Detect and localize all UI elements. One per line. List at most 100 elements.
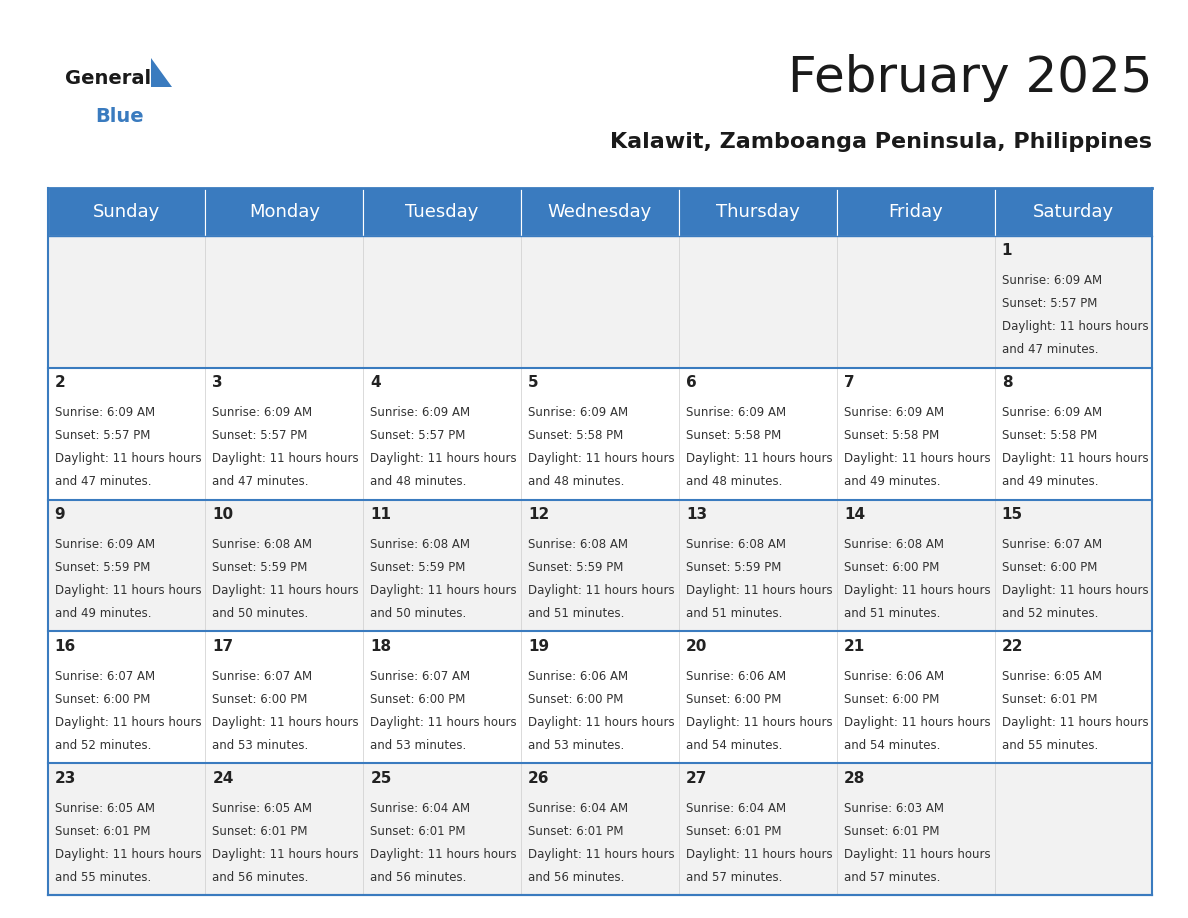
Text: Sunrise: 6:03 AM: Sunrise: 6:03 AM [843,801,943,815]
Text: Sunrise: 6:05 AM: Sunrise: 6:05 AM [55,801,154,815]
Text: General: General [65,69,151,87]
Text: Sunset: 5:59 PM: Sunset: 5:59 PM [213,561,308,574]
Text: Daylight: 11 hours hours: Daylight: 11 hours hours [371,716,517,729]
Text: and 47 minutes.: and 47 minutes. [213,476,309,488]
Text: and 50 minutes.: and 50 minutes. [213,607,309,620]
Text: Sunday: Sunday [93,203,160,221]
Text: 2: 2 [55,375,65,390]
Text: and 47 minutes.: and 47 minutes. [1001,343,1098,356]
Text: 13: 13 [685,507,707,522]
Text: Daylight: 11 hours hours: Daylight: 11 hours hours [1001,453,1149,465]
Text: 5: 5 [529,375,539,390]
Text: and 56 minutes.: and 56 minutes. [213,870,309,884]
Text: Daylight: 11 hours hours: Daylight: 11 hours hours [843,584,991,597]
Text: Daylight: 11 hours hours: Daylight: 11 hours hours [843,716,991,729]
Text: Sunset: 5:58 PM: Sunset: 5:58 PM [843,430,939,442]
Text: Daylight: 11 hours hours: Daylight: 11 hours hours [55,584,201,597]
Text: Daylight: 11 hours hours: Daylight: 11 hours hours [529,716,675,729]
Text: Sunset: 5:57 PM: Sunset: 5:57 PM [213,430,308,442]
Text: Daylight: 11 hours hours: Daylight: 11 hours hours [213,716,359,729]
Text: and 54 minutes.: and 54 minutes. [843,739,940,752]
Text: Sunset: 5:59 PM: Sunset: 5:59 PM [371,561,466,574]
Text: and 53 minutes.: and 53 minutes. [213,739,309,752]
Text: Daylight: 11 hours hours: Daylight: 11 hours hours [55,716,201,729]
Text: Sunset: 5:57 PM: Sunset: 5:57 PM [55,430,150,442]
Text: and 51 minutes.: and 51 minutes. [843,607,940,620]
Text: 14: 14 [843,507,865,522]
Bar [364,236,522,368]
Bar [678,632,836,763]
Text: 7: 7 [843,375,854,390]
Text: and 51 minutes.: and 51 minutes. [529,607,625,620]
Text: 11: 11 [371,507,391,522]
Text: Sunrise: 6:06 AM: Sunrise: 6:06 AM [843,670,944,683]
Bar [522,188,678,236]
Text: Sunset: 6:00 PM: Sunset: 6:00 PM [1001,561,1097,574]
Bar [48,368,206,499]
Bar [836,632,994,763]
Text: and 49 minutes.: and 49 minutes. [55,607,151,620]
Text: and 57 minutes.: and 57 minutes. [843,870,940,884]
Text: Sunset: 6:01 PM: Sunset: 6:01 PM [213,824,308,838]
Text: Sunset: 6:01 PM: Sunset: 6:01 PM [1001,693,1098,706]
Text: Sunset: 6:00 PM: Sunset: 6:00 PM [213,693,308,706]
Text: Sunset: 6:00 PM: Sunset: 6:00 PM [529,693,624,706]
Text: and 52 minutes.: and 52 minutes. [55,739,151,752]
Text: Sunset: 6:00 PM: Sunset: 6:00 PM [371,693,466,706]
Text: Sunrise: 6:09 AM: Sunrise: 6:09 AM [1001,407,1101,420]
Text: Daylight: 11 hours hours: Daylight: 11 hours hours [213,847,359,861]
Bar [994,368,1152,499]
Text: Sunrise: 6:08 AM: Sunrise: 6:08 AM [843,538,943,551]
Text: Daylight: 11 hours hours: Daylight: 11 hours hours [685,453,833,465]
Text: Daylight: 11 hours hours: Daylight: 11 hours hours [529,453,675,465]
Text: and 52 minutes.: and 52 minutes. [1001,607,1098,620]
Text: Daylight: 11 hours hours: Daylight: 11 hours hours [843,847,991,861]
Bar [678,763,836,895]
Text: Sunset: 6:00 PM: Sunset: 6:00 PM [843,561,940,574]
Bar [364,188,522,236]
Text: Sunrise: 6:06 AM: Sunrise: 6:06 AM [685,670,786,683]
Polygon shape [151,58,172,87]
Text: Monday: Monday [248,203,320,221]
Text: Sunset: 5:58 PM: Sunset: 5:58 PM [529,430,624,442]
Text: and 48 minutes.: and 48 minutes. [529,476,625,488]
Text: 12: 12 [529,507,549,522]
Bar [522,236,678,368]
Text: Daylight: 11 hours hours: Daylight: 11 hours hours [529,584,675,597]
Text: Sunset: 6:01 PM: Sunset: 6:01 PM [843,824,940,838]
Text: and 55 minutes.: and 55 minutes. [55,870,151,884]
Text: 27: 27 [685,770,707,786]
Text: Tuesday: Tuesday [405,203,479,221]
Text: Sunrise: 6:09 AM: Sunrise: 6:09 AM [1001,274,1101,287]
Text: 6: 6 [685,375,696,390]
Bar [206,236,364,368]
Bar [206,632,364,763]
Text: 3: 3 [213,375,223,390]
Bar [836,368,994,499]
Text: Sunrise: 6:07 AM: Sunrise: 6:07 AM [1001,538,1101,551]
Text: Daylight: 11 hours hours: Daylight: 11 hours hours [213,453,359,465]
Bar [836,236,994,368]
Text: and 48 minutes.: and 48 minutes. [371,476,467,488]
Text: Sunrise: 6:09 AM: Sunrise: 6:09 AM [371,407,470,420]
Bar [48,763,206,895]
Text: Sunrise: 6:09 AM: Sunrise: 6:09 AM [55,538,154,551]
Bar [836,499,994,632]
Text: Blue: Blue [95,107,144,126]
Text: 19: 19 [529,639,549,654]
Bar [678,188,836,236]
Text: and 55 minutes.: and 55 minutes. [1001,739,1098,752]
Text: 22: 22 [1001,639,1023,654]
Text: Sunset: 6:00 PM: Sunset: 6:00 PM [55,693,150,706]
Bar [678,368,836,499]
Text: Sunset: 5:58 PM: Sunset: 5:58 PM [1001,430,1097,442]
Text: and 54 minutes.: and 54 minutes. [685,739,783,752]
Text: Sunset: 5:57 PM: Sunset: 5:57 PM [371,430,466,442]
Bar [994,188,1152,236]
Text: Sunrise: 6:06 AM: Sunrise: 6:06 AM [529,670,628,683]
Text: 1: 1 [1001,243,1012,258]
Text: 9: 9 [55,507,65,522]
Bar [206,499,364,632]
Text: Sunset: 6:00 PM: Sunset: 6:00 PM [685,693,782,706]
Bar [994,632,1152,763]
